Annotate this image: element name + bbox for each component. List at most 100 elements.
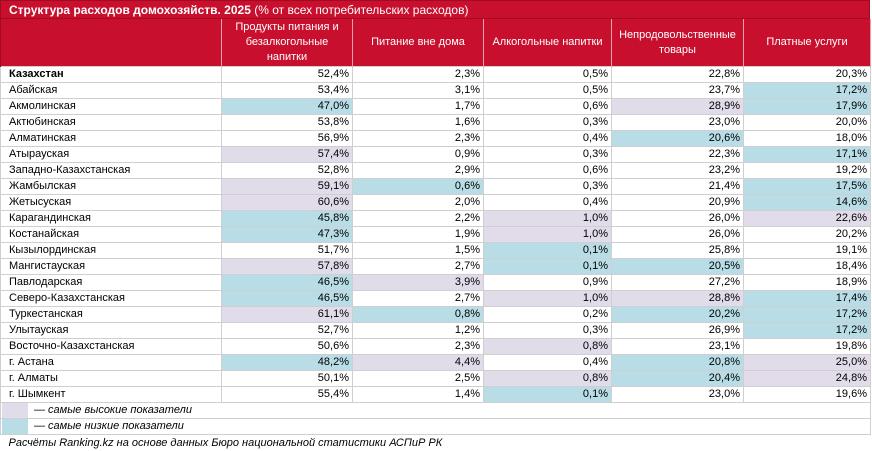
value-cell: 2,5% — [352, 370, 484, 387]
value-cell: 14,6% — [743, 194, 871, 211]
column-header-services: Платные услуги — [743, 19, 871, 67]
value-cell: 3,1% — [352, 82, 484, 99]
legend-swatch-low — [2, 419, 28, 434]
value-cell: 61,1% — [221, 306, 353, 323]
value-cell: 0,6% — [483, 98, 612, 115]
value-cell: 26,0% — [611, 210, 744, 227]
table-title-note: (% от всех потребительских расходов) — [250, 3, 469, 17]
value-cell: 4,4% — [352, 354, 484, 371]
table-row: Северо-Казахстанская 46,5% 2,7% 1,0% 28,8% 17… — [0, 290, 871, 307]
region-name-cell: Костанайская — [0, 226, 222, 243]
value-cell: 1,6% — [352, 114, 484, 131]
value-cell: 0,1% — [483, 386, 612, 403]
value-cell: 1,0% — [483, 226, 612, 243]
region-name-cell: Восточно-Казахстанская — [0, 338, 222, 355]
region-name-cell: Атырауская — [0, 146, 222, 163]
value-cell: 20,9% — [611, 194, 744, 211]
value-cell: 0,3% — [483, 322, 612, 339]
region-name-cell: Мангистауская — [0, 258, 222, 275]
value-cell: 56,9% — [221, 130, 353, 147]
table-row: Казахстан 52,4% 2,3% 0,5% 22,8% 20,3% — [0, 66, 871, 83]
value-cell: 24,8% — [743, 370, 871, 387]
value-cell: 47,0% — [221, 98, 353, 115]
region-name-cell: Павлодарская — [0, 274, 222, 291]
value-cell: 59,1% — [221, 178, 353, 195]
value-cell: 26,0% — [611, 226, 744, 243]
value-cell: 52,7% — [221, 322, 353, 339]
value-cell: 0,2% — [483, 306, 612, 323]
value-cell: 0,3% — [483, 114, 612, 131]
legend-label-high: — самые высокие показатели — [34, 404, 193, 416]
value-cell: 22,6% — [743, 210, 871, 227]
value-cell: 26,9% — [611, 322, 744, 339]
table-row: Павлодарская 46,5% 3,9% 0,9% 27,2% 18,9% — [0, 274, 871, 291]
value-cell: 25,8% — [611, 242, 744, 259]
region-name-cell: Жамбылская — [0, 178, 222, 195]
region-name-cell: Туркестанская — [0, 306, 222, 323]
table-row: г. Шымкент 55,4% 1,4% 0,1% 23,0% 19,6% — [0, 386, 871, 403]
value-cell: 2,7% — [352, 258, 484, 275]
value-cell: 20,8% — [611, 354, 744, 371]
expenses-table: Продукты питания и безалкогольные напитк… — [0, 19, 871, 451]
column-header-nonfood: Непродовольственные товары — [611, 19, 744, 67]
table-footer: — самые высокие показатели — самые низки… — [0, 402, 871, 451]
value-cell: 1,7% — [352, 98, 484, 115]
value-cell: 52,4% — [221, 66, 353, 83]
table-row: г. Астана 48,2% 4,4% 0,4% 20,8% 25,0% — [0, 354, 871, 371]
legend-cell-low: — самые низкие показатели — [0, 418, 871, 435]
region-name-cell: Карагандинская — [0, 210, 222, 227]
region-name-cell: Западно-Казахстанская — [0, 162, 222, 179]
region-name-cell: Улытауская — [0, 322, 222, 339]
value-cell: 1,2% — [352, 322, 484, 339]
table-row: Карагандинская 45,8% 2,2% 1,0% 26,0% 22,6% — [0, 210, 871, 227]
value-cell: 28,8% — [611, 290, 744, 307]
value-cell: 28,9% — [611, 98, 744, 115]
column-header-region — [0, 19, 222, 67]
value-cell: 0,8% — [483, 370, 612, 387]
table-row: Алматинская 56,9% 2,3% 0,4% 20,6% 18,0% — [0, 130, 871, 147]
value-cell: 1,0% — [483, 210, 612, 227]
value-cell: 0,6% — [352, 178, 484, 195]
value-cell: 50,1% — [221, 370, 353, 387]
table-title: Структура расходов домохозяйств. 2025 (%… — [0, 0, 870, 19]
value-cell: 1,5% — [352, 242, 484, 259]
region-name-cell: Жетысуская — [0, 194, 222, 211]
table-row: Кызылординская 51,7% 1,5% 0,1% 25,8% 19,1% — [0, 242, 871, 259]
value-cell: 2,3% — [352, 66, 484, 83]
legend-cell-high: — самые высокие показатели — [0, 402, 871, 419]
source-note: Расчёты Ranking.kz на основе данных Бюро… — [8, 437, 443, 449]
value-cell: 46,5% — [221, 274, 353, 291]
value-cell: 46,5% — [221, 290, 353, 307]
value-cell: 52,8% — [221, 162, 353, 179]
value-cell: 27,2% — [611, 274, 744, 291]
value-cell: 47,3% — [221, 226, 353, 243]
value-cell: 51,7% — [221, 242, 353, 259]
table-row: Восточно-Казахстанская 50,6% 2,3% 0,8% 23,1%… — [0, 338, 871, 355]
value-cell: 17,2% — [743, 82, 871, 99]
value-cell: 2,2% — [352, 210, 484, 227]
value-cell: 25,0% — [743, 354, 871, 371]
value-cell: 2,9% — [352, 162, 484, 179]
table-body: Казахстан 52,4% 2,3% 0,5% 22,8% 20,3% Абайская… — [0, 66, 871, 403]
table-row: г. Алматы 50,1% 2,5% 0,8% 20,4% 24,8% — [0, 370, 871, 387]
value-cell: 0,1% — [483, 258, 612, 275]
value-cell: 18,4% — [743, 258, 871, 275]
table-row: Акмолинская 47,0% 1,7% 0,6% 28,9% 17,9% — [0, 98, 871, 115]
value-cell: 0,4% — [483, 130, 612, 147]
table-row: Костанайская 47,3% 1,9% 1,0% 26,0% 20,2% — [0, 226, 871, 243]
value-cell: 23,1% — [611, 338, 744, 355]
value-cell: 18,0% — [743, 130, 871, 147]
value-cell: 19,8% — [743, 338, 871, 355]
value-cell: 23,7% — [611, 82, 744, 99]
value-cell: 2,7% — [352, 290, 484, 307]
value-cell: 0,9% — [483, 274, 612, 291]
table-row: Атырауская 57,4% 0,9% 0,3% 22,3% 17,1% — [0, 146, 871, 163]
source-row: Расчёты Ranking.kz на основе данных Бюро… — [1, 435, 871, 451]
value-cell: 2,0% — [352, 194, 484, 211]
value-cell: 17,2% — [743, 322, 871, 339]
region-name-cell: Кызылординская — [0, 242, 222, 259]
table-row: Западно-Казахстанская 52,8% 2,9% 0,6% 23,2% 1… — [0, 162, 871, 179]
value-cell: 2,3% — [352, 338, 484, 355]
region-name-cell: Абайская — [0, 82, 222, 99]
